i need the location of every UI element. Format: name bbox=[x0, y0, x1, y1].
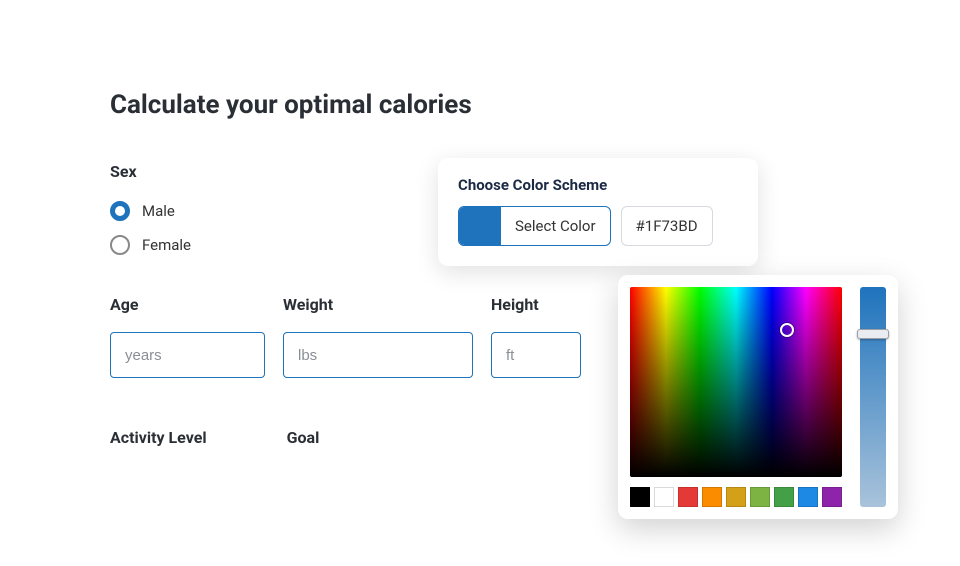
weight-input[interactable] bbox=[283, 332, 473, 378]
preset-swatch-6[interactable] bbox=[774, 487, 794, 507]
age-label: Age bbox=[110, 295, 265, 314]
goal-label: Goal bbox=[287, 428, 320, 447]
radio-label: Male bbox=[142, 202, 175, 220]
preset-swatch-4[interactable] bbox=[726, 487, 746, 507]
weight-label: Weight bbox=[283, 295, 473, 314]
color-picker-popover bbox=[618, 275, 898, 519]
preset-swatch-3[interactable] bbox=[702, 487, 722, 507]
activity-level-label: Activity Level bbox=[110, 428, 207, 447]
preset-swatch-0[interactable] bbox=[630, 487, 650, 507]
weight-field: Weight bbox=[283, 295, 473, 378]
color-scheme-panel: Choose Color Scheme Select Color #1F73BD bbox=[438, 158, 758, 266]
hue-slider[interactable] bbox=[860, 287, 886, 507]
preset-swatches-row bbox=[630, 487, 848, 507]
radio-label: Female bbox=[142, 236, 191, 254]
hex-value-box[interactable]: #1F73BD bbox=[621, 206, 713, 246]
picker-cursor[interactable] bbox=[780, 323, 794, 337]
preset-swatch-7[interactable] bbox=[798, 487, 818, 507]
preset-swatch-8[interactable] bbox=[822, 487, 842, 507]
preset-swatch-2[interactable] bbox=[678, 487, 698, 507]
select-color-label: Select Color bbox=[501, 207, 610, 245]
color-scheme-title: Choose Color Scheme bbox=[458, 176, 738, 194]
page-title: Calculate your optimal calories bbox=[110, 90, 960, 120]
selected-color-swatch bbox=[459, 207, 501, 245]
height-ft-input[interactable] bbox=[491, 332, 581, 378]
height-field: Height bbox=[491, 295, 581, 378]
preset-swatch-5[interactable] bbox=[750, 487, 770, 507]
select-color-button[interactable]: Select Color bbox=[458, 206, 611, 246]
hue-slider-thumb[interactable] bbox=[857, 329, 889, 339]
preset-swatch-1[interactable] bbox=[654, 487, 674, 507]
age-input[interactable] bbox=[110, 332, 265, 378]
saturation-value-area[interactable] bbox=[630, 287, 842, 477]
radio-icon bbox=[110, 201, 130, 221]
age-field: Age bbox=[110, 295, 265, 378]
radio-icon bbox=[110, 235, 130, 255]
height-label: Height bbox=[491, 295, 581, 314]
